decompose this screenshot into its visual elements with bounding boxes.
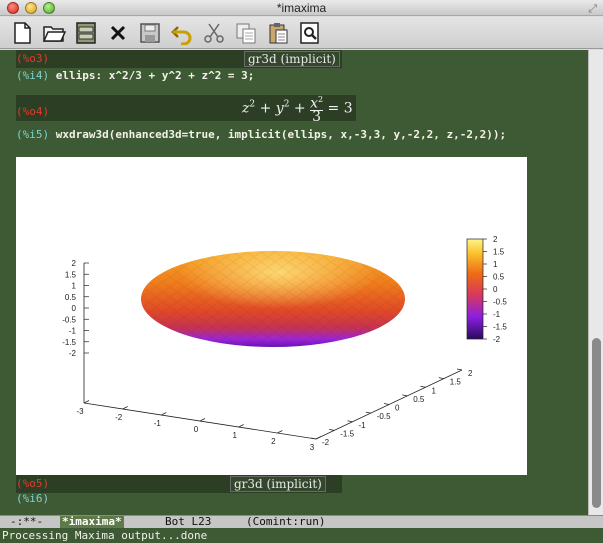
x-tick <box>83 400 90 404</box>
colorbar-tick-label: 1 <box>493 260 498 269</box>
x-tick-label: -1 <box>154 419 162 428</box>
zoom-window-button[interactable] <box>43 2 55 14</box>
input-text-i5[interactable]: wxdraw3d(enhanced3d=true, implicit(ellip… <box>55 128 507 141</box>
close-buffer-icon[interactable] <box>106 21 130 45</box>
x-tick-label: -3 <box>76 407 84 416</box>
colorbar-tick-label: -1 <box>493 310 501 319</box>
y-tick <box>402 394 408 397</box>
y-tick <box>420 385 426 388</box>
x-tick <box>238 424 244 428</box>
output-label-o4: (%o4) <box>16 105 50 118</box>
z-tick-label: 1.5 <box>65 270 77 279</box>
x-tick <box>161 412 167 416</box>
close-window-button[interactable] <box>7 2 19 14</box>
toolbar <box>0 17 603 49</box>
z-tick-label: -1 <box>69 327 77 336</box>
colorbar <box>466 238 484 340</box>
y-axis-ticks: -2 -1.5 -1 -0.5 0 0.5 1 1.5 2 <box>310 368 473 447</box>
modeline-status: -:**- <box>10 515 44 528</box>
cut-icon[interactable] <box>202 21 226 45</box>
colorbar-tick-label: 1.5 <box>493 248 505 257</box>
colorbar-tick-label: 0.5 <box>493 273 505 282</box>
y-tick-label: -1.5 <box>340 429 354 438</box>
title-bar: *imaxima ⤢ <box>0 0 603 16</box>
y-tick <box>456 368 463 371</box>
input-label-i5: (%i5) <box>16 128 50 141</box>
z-tick-label: 0.5 <box>65 293 77 302</box>
y-tick-label: 2 <box>468 369 473 378</box>
colorbar-ticks: 2 1.5 1 0.5 0 -0.5 -1 -1.5 -2 <box>483 235 507 344</box>
y-tick-label: -2 <box>322 438 330 447</box>
mode-line: -:**- *imaxima* Bot L23 (Comint:run) <box>0 515 603 528</box>
y-tick-label: -0.5 <box>377 412 391 421</box>
z-tick-label: -0.5 <box>62 315 76 324</box>
y-tick <box>383 403 390 405</box>
colorbar-tick-label: -1.5 <box>493 323 507 332</box>
scrollbar-thumb[interactable] <box>592 338 601 508</box>
x-tick-label: 0 <box>194 425 199 434</box>
open-directory-icon[interactable] <box>74 21 98 45</box>
y-tick <box>310 437 317 440</box>
plot-3d: 2 1.5 1 0.5 0 -0.5 -1 -1.5 -2 -3 -2 -1 0 1 2 3 -2 -1.5-… <box>16 157 527 475</box>
fullscreen-icon[interactable]: ⤢ <box>588 2 597 15</box>
output-row-o4 <box>16 95 356 121</box>
x-tick <box>122 406 128 410</box>
input-label-i4: (%i4) <box>16 69 50 82</box>
z-tick-label: 1 <box>72 282 77 291</box>
y-tick <box>365 411 371 414</box>
output-formula-o4: z2 + y2 + x2 3 = 3 <box>242 95 353 125</box>
minimize-window-button[interactable] <box>25 2 37 14</box>
y-tick-label: 1.5 <box>450 378 462 387</box>
copy-icon[interactable] <box>234 21 258 45</box>
x-tick-label: 2 <box>271 437 276 446</box>
x-tick-label: 1 <box>232 431 237 440</box>
window-title: *imaxima <box>276 1 327 15</box>
output-result-o3: gr3d (implicit) <box>244 51 340 67</box>
x-tick <box>315 436 322 440</box>
output-label-o5: (%o5) <box>16 477 50 490</box>
input-line-i4[interactable]: (%i4) ellips: x^2/3 + y^2 + z^2 = 3; <box>16 68 254 84</box>
modeline-buffer-name[interactable]: *imaxima* <box>60 515 124 528</box>
input-line-i6[interactable]: (%i6) <box>16 491 49 507</box>
new-file-icon[interactable] <box>10 21 34 45</box>
paste-icon[interactable] <box>266 21 290 45</box>
vertical-scrollbar[interactable] <box>588 50 603 515</box>
input-text-i4[interactable]: ellips: x^2/3 + y^2 + z^2 = 3; <box>55 69 255 82</box>
open-folder-icon[interactable] <box>42 21 66 45</box>
z-tick-label: 0 <box>72 304 77 313</box>
z-tick-label: -1.5 <box>62 338 76 347</box>
colorbar-tick-label: 2 <box>493 235 498 244</box>
x-tick <box>199 418 206 422</box>
colorbar-tick-label: -2 <box>493 335 501 344</box>
y-tick <box>329 429 335 431</box>
modeline-mode[interactable]: (Comint:run) <box>246 515 326 528</box>
input-line-i5[interactable]: (%i5) wxdraw3d(enhanced3d=true, implicit… <box>16 127 506 143</box>
x-tick <box>277 430 283 434</box>
y-tick <box>347 420 353 423</box>
modeline-position: Bot L23 <box>165 515 212 528</box>
x-tick-label: -2 <box>115 413 123 422</box>
y-tick <box>438 377 444 379</box>
output-result-o5: gr3d (implicit) <box>230 476 326 492</box>
z-tick-label: -2 <box>69 349 77 358</box>
input-label-i6: (%i6) <box>16 492 50 505</box>
y-tick-label: 1 <box>432 386 437 395</box>
y-tick-label: 0.5 <box>413 395 425 404</box>
y-tick-label: -1 <box>359 421 367 430</box>
colorbar-tick-label: 0 <box>493 285 498 294</box>
search-icon[interactable] <box>298 21 322 45</box>
ellipsoid-surface <box>141 251 405 347</box>
y-tick-label: 0 <box>395 404 400 413</box>
x-tick-label: 3 <box>310 443 315 452</box>
save-icon[interactable] <box>138 21 162 45</box>
z-axis-ticks: 2 1.5 1 0.5 0 -0.5 -1 -1.5 -2 <box>62 259 89 358</box>
colorbar-tick-label: -0.5 <box>493 298 507 307</box>
echo-area: Processing Maxima output...done <box>0 528 603 543</box>
undo-icon[interactable] <box>170 21 194 45</box>
output-label-o3: (%o3) <box>16 52 50 65</box>
x-axis-ticks: -3 -2 -1 0 1 2 3 <box>76 400 322 452</box>
z-tick-label: 2 <box>72 259 77 268</box>
